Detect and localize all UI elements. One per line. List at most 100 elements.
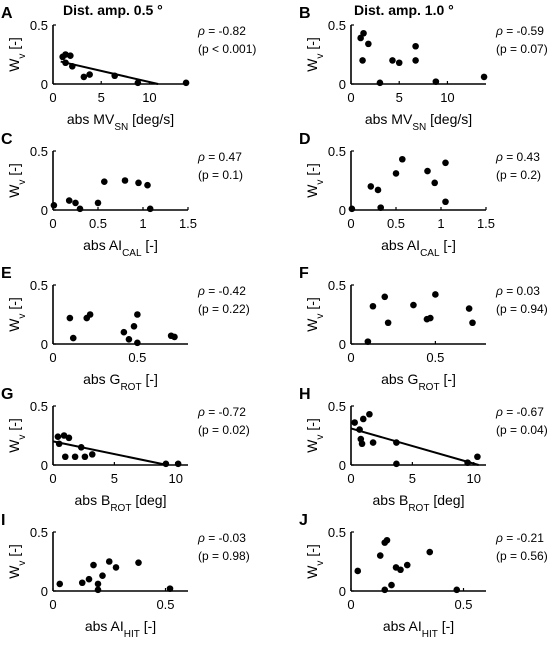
data-point	[77, 444, 85, 451]
data-point	[86, 311, 94, 318]
y-axis-label-unit: [-]	[304, 163, 320, 179]
data-point	[397, 566, 404, 574]
data-point	[135, 179, 142, 187]
y-axis-label-unit: [-]	[6, 544, 22, 560]
x-axis-label: abs MVSN [deg/s]	[67, 111, 174, 133]
data-point	[86, 71, 93, 78]
y-axis-label: Wv [-]	[304, 297, 326, 332]
y-tick-label: 0	[41, 203, 48, 218]
data-point	[357, 34, 364, 42]
y-axis-label: Wv [-]	[6, 163, 28, 198]
y-tick-label: 0.5	[30, 18, 48, 33]
x-axis-label-main: abs MV	[365, 111, 413, 127]
y-tick-label: 0.5	[328, 144, 346, 159]
y-axis-label-unit: [-]	[304, 297, 320, 313]
x-tick-label: 5	[111, 471, 118, 486]
data-point	[134, 311, 141, 318]
panel-letter: I	[1, 512, 5, 529]
x-axis-label-main: abs G	[83, 371, 120, 387]
data-point	[410, 301, 417, 309]
data-point	[469, 319, 476, 327]
data-point	[369, 439, 377, 446]
data-point	[171, 333, 178, 341]
data-point	[359, 415, 367, 423]
y-axis-label-unit: [-]	[6, 418, 22, 434]
panel-a: A 0 5 10 0 0.5 abs MVSN [deg/s] Wv [-] ρ = -0.82…	[1, 5, 256, 133]
y-axis-label-unit: [-]	[304, 37, 320, 53]
panel-letter: E	[1, 265, 12, 282]
y-axis-label-main: W	[6, 184, 22, 198]
panel-letter: D	[299, 131, 311, 148]
p-value-annotation: (p = 0.1)	[198, 168, 243, 182]
data-point	[366, 410, 373, 418]
y-tick-label: 0.5	[30, 525, 48, 540]
panel-letter: A	[1, 5, 13, 22]
panel-letter: B	[299, 5, 311, 22]
data-point	[358, 440, 366, 448]
data-point	[359, 57, 366, 64]
x-axis-label-unit: [-]	[142, 371, 158, 387]
data-point	[134, 79, 142, 87]
rho-annotation: ρ = 0.43	[495, 150, 540, 164]
x-tick-label: 0.5	[89, 216, 107, 231]
x-tick-label: 5	[98, 90, 105, 105]
x-axis-label-unit: [-]	[142, 237, 158, 253]
data-point	[85, 575, 93, 583]
y-axis-label-unit: [-]	[6, 37, 22, 53]
data-point	[354, 567, 362, 575]
data-point	[427, 314, 434, 322]
x-axis-label-main: abs G	[381, 371, 418, 387]
data-point	[431, 179, 439, 187]
y-tick-label: 0.5	[30, 278, 48, 293]
x-tick-label: 5	[409, 471, 416, 486]
y-tick-label: 0	[339, 203, 346, 218]
x-tick-label: 0	[347, 216, 354, 231]
x-axis-label-main: abs AI	[383, 618, 422, 634]
x-axis-label-unit: [deg]	[131, 492, 166, 508]
data-point	[65, 434, 73, 442]
x-tick-label: 1.5	[179, 216, 197, 231]
y-tick-label: 0.5	[328, 525, 346, 540]
data-point	[101, 178, 108, 185]
y-axis-label: Wv [-]	[6, 418, 28, 453]
x-tick-label: 0.5	[454, 597, 472, 612]
y-axis-label-unit: [-]	[304, 418, 320, 434]
panel-letter: C	[1, 131, 13, 148]
data-point	[403, 561, 411, 569]
y-axis-label-subscript: v	[315, 435, 326, 440]
regression-line	[350, 427, 479, 466]
data-point	[453, 586, 461, 594]
y-axis-label-main: W	[6, 439, 22, 453]
x-axis-label-main: abs B	[373, 492, 409, 508]
data-point	[465, 305, 473, 312]
data-point	[94, 199, 102, 207]
rho-annotation: ρ = 0.47	[197, 150, 242, 164]
x-tick-label: 10	[440, 90, 454, 105]
data-point	[71, 453, 79, 461]
data-point	[480, 73, 488, 81]
data-point	[67, 52, 74, 59]
y-tick-label: 0	[339, 77, 346, 92]
p-value-annotation: (p = 0.94)	[496, 302, 548, 316]
data-point	[412, 42, 419, 50]
x-tick-label: 0.5	[128, 350, 146, 365]
data-point	[99, 572, 106, 579]
rho-symbol: ρ	[495, 284, 503, 298]
y-axis-label: Wv [-]	[6, 297, 28, 332]
data-point	[442, 198, 449, 206]
y-axis-label-subscript: v	[315, 54, 326, 59]
rho-value: = -0.82	[205, 24, 246, 38]
x-tick-label: 0.5	[156, 597, 174, 612]
y-tick-label: 0	[41, 337, 48, 352]
x-axis-label-unit: [-]	[440, 237, 456, 253]
x-tick-label: 0	[49, 471, 56, 486]
y-axis-label: Wv [-]	[304, 37, 326, 72]
x-tick-label: 0	[49, 216, 56, 231]
data-point	[348, 205, 356, 213]
x-tick-label: 10	[168, 471, 182, 486]
x-tick-label: 1	[437, 216, 444, 231]
